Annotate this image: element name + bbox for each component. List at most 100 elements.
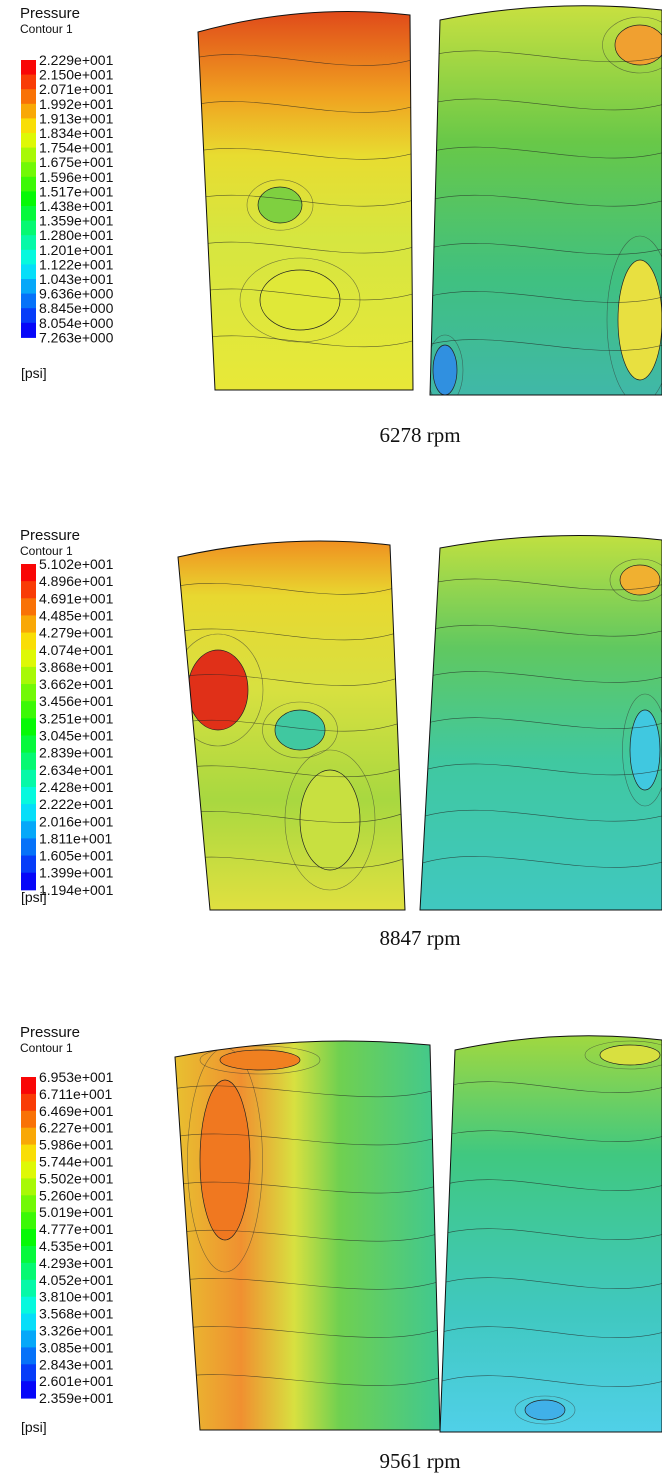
- legend-swatch: [21, 279, 36, 294]
- legend-label: 3.326e+001: [39, 1323, 114, 1339]
- legend-swatch: [21, 133, 36, 148]
- legend-swatch: [21, 753, 36, 771]
- legend-label: 2.229e+001: [39, 52, 114, 68]
- legend-label: 1.194e+001: [39, 882, 114, 898]
- contour-panel: PressureContour 12.229e+0012.150e+0012.0…: [20, 5, 662, 447]
- legend-swatch: [21, 615, 36, 633]
- legend-swatch: [21, 667, 36, 685]
- legend-swatch: [21, 250, 36, 265]
- legend-swatch: [21, 264, 36, 279]
- legend-label: 3.456e+001: [39, 693, 114, 709]
- legend-swatch: [21, 206, 36, 221]
- blade: [178, 11, 430, 390]
- legend-label: 7.263e+000: [39, 329, 114, 345]
- figure: PressureContour 12.229e+0012.150e+0012.0…: [0, 0, 662, 1481]
- contour-region: [620, 565, 660, 595]
- legend-swatch: [21, 1111, 36, 1128]
- legend-swatch: [21, 1246, 36, 1263]
- legend-label: 6.227e+001: [39, 1120, 114, 1136]
- blade: [420, 6, 662, 405]
- contour-region: [220, 1050, 300, 1070]
- contour-region: [258, 187, 302, 223]
- legend-swatch: [21, 633, 36, 651]
- contour-region: [433, 345, 457, 395]
- legend-label: 5.019e+001: [39, 1204, 114, 1220]
- blade: [155, 1041, 450, 1430]
- legend-swatch: [21, 294, 36, 309]
- legend-label: 1.754e+001: [39, 140, 114, 156]
- legend-label: 8.845e+000: [39, 300, 114, 316]
- legend-label: 2.634e+001: [39, 762, 114, 778]
- legend-swatch: [21, 1178, 36, 1195]
- legend-title: Pressure: [20, 5, 80, 22]
- legend-swatch: [21, 221, 36, 236]
- legend-label: 2.359e+001: [39, 1390, 114, 1406]
- legend-swatch: [21, 308, 36, 323]
- legend-label: 1.596e+001: [39, 169, 114, 185]
- legend-swatch: [21, 1094, 36, 1111]
- contour-region: [300, 770, 360, 870]
- legend-swatch: [21, 1263, 36, 1280]
- legend-unit: [psi]: [21, 889, 47, 905]
- legend-swatch: [21, 177, 36, 192]
- legend-swatch: [21, 148, 36, 163]
- caption: 9561 rpm: [379, 1449, 460, 1473]
- contour-panel: PressureContour 15.102e+0014.896e+0014.6…: [20, 527, 662, 950]
- legend-label: 2.601e+001: [39, 1373, 114, 1389]
- legend-swatch: [21, 104, 36, 119]
- legend-label: 3.251e+001: [39, 710, 114, 726]
- legend-label: 1.913e+001: [39, 110, 114, 126]
- caption: 8847 rpm: [379, 926, 460, 950]
- legend-label: 1.605e+001: [39, 848, 114, 864]
- legend-swatch: [21, 1229, 36, 1246]
- legend-swatch: [21, 1212, 36, 1229]
- legend-label: 3.810e+001: [39, 1289, 114, 1305]
- legend-swatch: [21, 564, 36, 582]
- legend-swatch: [21, 1145, 36, 1162]
- legend-swatch: [21, 1314, 36, 1331]
- legend-label: 3.868e+001: [39, 659, 114, 675]
- blade: [158, 541, 410, 910]
- legend-label: 2.428e+001: [39, 779, 114, 795]
- legend-label: 1.811e+001: [39, 830, 113, 846]
- contour-region: [630, 710, 660, 790]
- legend-label: 4.485e+001: [39, 607, 114, 623]
- legend-label: 2.839e+001: [39, 745, 114, 761]
- legend-swatch: [21, 770, 36, 788]
- legend-label: 4.896e+001: [39, 573, 114, 589]
- legend-label: 2.843e+001: [39, 1356, 114, 1372]
- legend-label: 1.122e+001: [39, 256, 114, 272]
- legend-label: 5.502e+001: [39, 1170, 114, 1186]
- legend-swatch: [21, 650, 36, 668]
- legend-label: 5.260e+001: [39, 1187, 114, 1203]
- legend-label: 3.568e+001: [39, 1306, 114, 1322]
- legend-label: 1.201e+001: [39, 242, 114, 258]
- legend-label: 2.071e+001: [39, 81, 114, 97]
- legend-swatch: [21, 718, 36, 736]
- legend-swatch: [21, 60, 36, 75]
- legend-label: 4.074e+001: [39, 642, 114, 658]
- legend-swatch: [21, 1195, 36, 1212]
- legend-label: 1.992e+001: [39, 96, 114, 112]
- legend-swatch: [21, 701, 36, 719]
- contour-region: [188, 650, 248, 730]
- legend-swatch: [21, 1128, 36, 1145]
- contour-region: [615, 25, 662, 65]
- contour-region: [618, 260, 662, 380]
- legend-swatch: [21, 162, 36, 177]
- legend-label: 4.279e+001: [39, 625, 114, 641]
- legend-label: 5.986e+001: [39, 1137, 114, 1153]
- legend-label: 6.469e+001: [39, 1103, 114, 1119]
- contour-region: [260, 270, 340, 330]
- legend-label: 4.535e+001: [39, 1238, 114, 1254]
- legend-label: 1.399e+001: [39, 865, 114, 881]
- legend-label: 4.691e+001: [39, 590, 114, 606]
- legend-label: 2.222e+001: [39, 796, 114, 812]
- caption: 6278 rpm: [379, 423, 460, 447]
- legend-label: 1.280e+001: [39, 227, 114, 243]
- legend-swatch: [21, 1331, 36, 1348]
- legend-swatch: [21, 323, 36, 338]
- legend-title: Pressure: [20, 527, 80, 544]
- legend-label: 4.293e+001: [39, 1255, 114, 1271]
- legend-label: 9.636e+000: [39, 286, 114, 302]
